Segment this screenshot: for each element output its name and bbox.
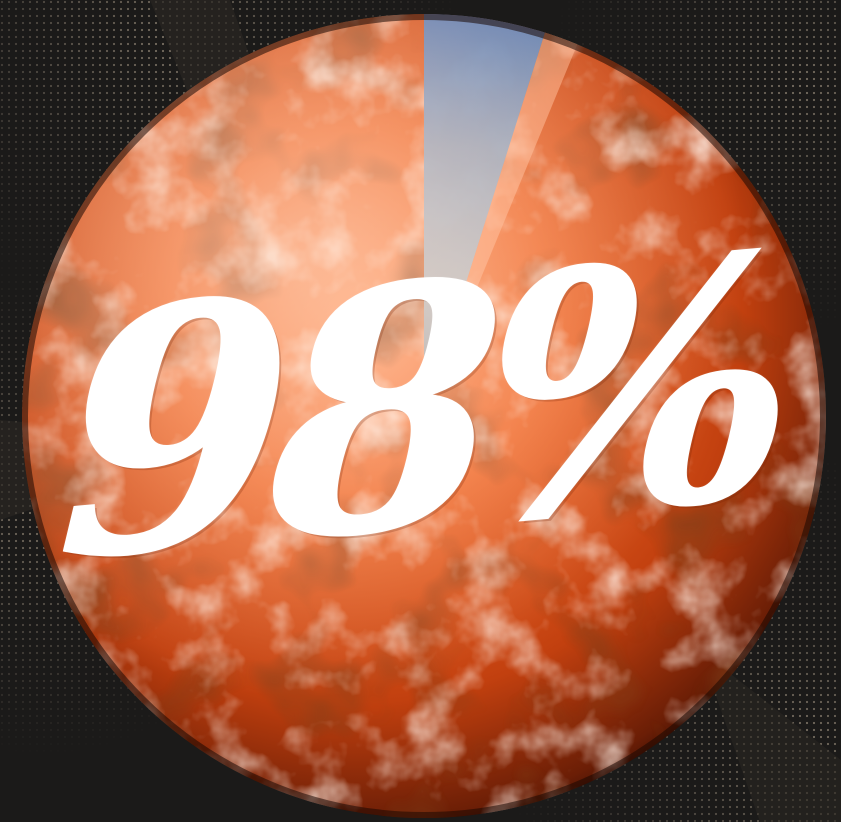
headline-percentage: 98% — [51, 180, 790, 636]
earth-globe-icon — [22, 14, 826, 818]
earth-globe — [14, 4, 834, 822]
